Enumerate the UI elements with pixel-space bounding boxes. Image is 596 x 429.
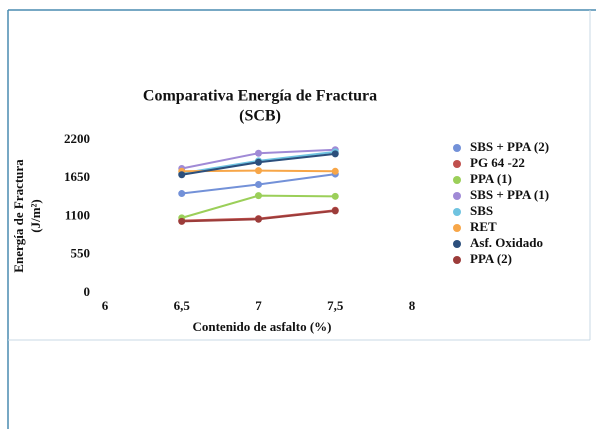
- data-point: [178, 171, 186, 179]
- y-tick-label: 1100: [65, 207, 90, 222]
- chart-title: (SCB): [239, 108, 281, 125]
- data-point: [331, 192, 339, 200]
- legend-marker: [453, 224, 461, 232]
- data-point: [255, 158, 262, 166]
- data-point: [255, 167, 262, 175]
- data-point: [331, 150, 339, 158]
- legend-label: PG 64 -22: [470, 155, 525, 170]
- x-tick-label: 6: [102, 298, 109, 313]
- data-point: [255, 192, 262, 200]
- legend-label: PPA (1): [470, 171, 512, 186]
- x-tick-label: 7,5: [327, 298, 344, 313]
- legend-label: Asf. Oxidado: [470, 235, 543, 250]
- data-point: [178, 217, 186, 225]
- legend-marker: [453, 144, 461, 152]
- x-tick-label: 6,5: [174, 298, 191, 313]
- legend-label: PPA (2): [470, 251, 512, 266]
- y-tick-label: 550: [71, 246, 91, 261]
- legend-marker: [453, 176, 461, 184]
- legend-marker: [453, 192, 461, 200]
- y-tick-label: 1650: [64, 169, 90, 184]
- legend-marker: [453, 240, 461, 248]
- data-point: [331, 167, 339, 175]
- legend-marker: [453, 256, 461, 264]
- data-point: [255, 181, 262, 189]
- legend-label: SBS + PPA (2): [470, 139, 549, 154]
- chart-title: Comparativa Energía de Fractura: [143, 88, 377, 105]
- legend-label: SBS + PPA (1): [470, 187, 549, 202]
- y-tick-label: 0: [84, 284, 91, 299]
- y-axis-label: Energía de Fractura: [11, 159, 26, 273]
- data-point: [178, 190, 186, 198]
- x-tick-label: 7: [255, 298, 262, 313]
- legend-label: SBS: [470, 203, 493, 218]
- x-tick-label: 8: [409, 298, 416, 313]
- legend-marker: [453, 160, 461, 168]
- y-axis-label: (J/m²): [28, 199, 43, 233]
- y-tick-label: 2200: [64, 131, 90, 146]
- legend-marker: [453, 208, 461, 216]
- data-point: [331, 207, 339, 215]
- legend-label: RET: [470, 219, 497, 234]
- data-point: [255, 149, 262, 157]
- data-point: [255, 215, 262, 223]
- x-axis-label: Contenido de asfalto (%): [192, 319, 331, 334]
